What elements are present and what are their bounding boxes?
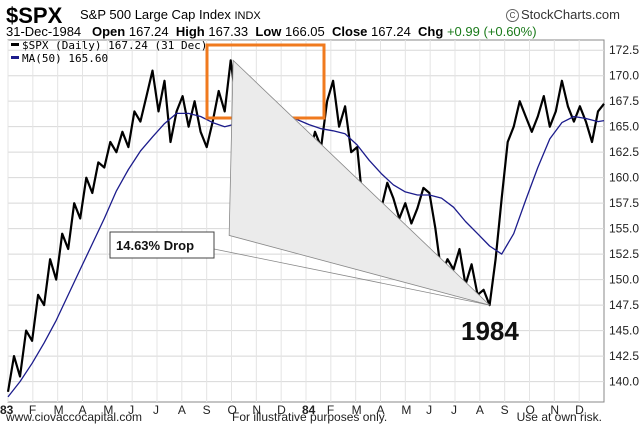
x-tick-label: J (451, 403, 457, 417)
y-tick-label: 172.5 (609, 43, 639, 57)
chart-header: $SPX S&P 500 Large Cap Index INDX C Stock… (0, 0, 640, 40)
copyright-icon: C (506, 9, 520, 22)
legend-swatch-ma (11, 56, 19, 59)
y-tick-label: 150.0 (609, 273, 639, 287)
y-tick-label: 165.0 (609, 120, 639, 134)
year-label: 1984 (461, 316, 519, 346)
y-tick-label: 155.0 (609, 222, 639, 236)
high-label: High (175, 24, 205, 39)
x-tick-label: M (352, 403, 362, 417)
x-tick-label: A (79, 403, 87, 417)
quote-line: 31-Dec-1984 Open 167.24 High 167.33 Low … (6, 24, 537, 39)
y-tick-label: 147.5 (609, 298, 639, 312)
y-tick-label: 142.5 (609, 349, 639, 363)
y-tick-label: 157.5 (609, 196, 639, 210)
open-label: Open (92, 24, 126, 39)
x-tick-label: F (327, 403, 334, 417)
x-tick-label: A (178, 403, 186, 417)
x-tick-label: M (103, 403, 113, 417)
annotation-layer: 14.63% Drop 1984 (109, 43, 519, 346)
legend-spx-label: $SPX (Daily) 167.24 (31 Dec) (22, 39, 207, 52)
x-tick-label: S (501, 403, 509, 417)
x-tick-label: A (377, 403, 385, 417)
x-tick-label: N (252, 403, 261, 417)
x-tick-label: J (128, 403, 134, 417)
open-value: 167.24 (128, 24, 169, 39)
x-tick-label: F (29, 403, 36, 417)
x-tick-label: J (153, 403, 159, 417)
x-axis: 83 F M A M J J A S O N D 84 F M A M J J A S O N D (0, 403, 584, 417)
exchange-code: INDX (234, 10, 261, 22)
x-tick-label: D (575, 403, 584, 417)
close-label: Close (332, 24, 368, 39)
y-tick-label: 160.0 (609, 171, 639, 185)
x-tick-label: D (277, 403, 286, 417)
x-tick-label: O (228, 403, 237, 417)
brand-credit: C StockCharts.com (506, 7, 620, 22)
x-tick-label: M (54, 403, 64, 417)
ma50-line (7, 112, 605, 398)
legend-swatch-spx (11, 43, 19, 46)
footer-disclaimer: For illustrative purposes only. (232, 410, 388, 424)
quote-date: 31-Dec-1984 (6, 24, 82, 39)
chg-label: Chg (418, 24, 444, 39)
drop-label: 14.63% Drop (116, 238, 194, 253)
x-tick-label: M (401, 403, 411, 417)
y-tick-label: 140.0 (609, 375, 639, 389)
index-name: S&P 500 Large Cap Index INDX (80, 7, 261, 22)
ticker-symbol: $SPX (6, 3, 63, 28)
close-value: 167.24 (371, 24, 411, 39)
x-tick-label: 84 (302, 403, 316, 417)
chart-legend: $SPX (Daily) 167.24 (31 Dec) MA(50) 165.… (11, 39, 207, 65)
x-tick-label: N (550, 403, 559, 417)
y-tick-label: 170.0 (609, 69, 639, 83)
x-tick-label: J (426, 403, 432, 417)
brand-name: StockCharts.com (521, 7, 620, 22)
high-value: 167.33 (208, 24, 249, 39)
drop-label-box (109, 231, 215, 259)
y-tick-label: 167.5 (609, 94, 639, 108)
legend-ma-label: MA(50) 165.60 (22, 52, 108, 65)
drop-callout-wedge (228, 59, 490, 306)
x-tick-label: A (476, 403, 484, 417)
low-label: Low (255, 24, 282, 39)
chg-value: +0.99 (+0.60%) (446, 24, 537, 39)
low-value: 166.05 (285, 24, 325, 39)
x-tick-label: S (203, 403, 211, 417)
x-tick-label: 83 (0, 403, 14, 417)
y-tick-label: 145.0 (609, 324, 639, 338)
y-axis: 172.5 170.0 167.5 165.0 162.5 160.0 157.5 155.0… (609, 43, 639, 388)
x-tick-label: O (526, 403, 535, 417)
footer-risk: Use at own risk. (516, 410, 602, 424)
y-tick-label: 152.5 (609, 247, 639, 261)
drop-callout-line (213, 248, 490, 306)
index-full-name: S&P 500 Large Cap Index (80, 7, 231, 22)
y-tick-label: 162.5 (609, 145, 639, 159)
footer-website: www.ciovaccocapital.com (6, 410, 143, 424)
